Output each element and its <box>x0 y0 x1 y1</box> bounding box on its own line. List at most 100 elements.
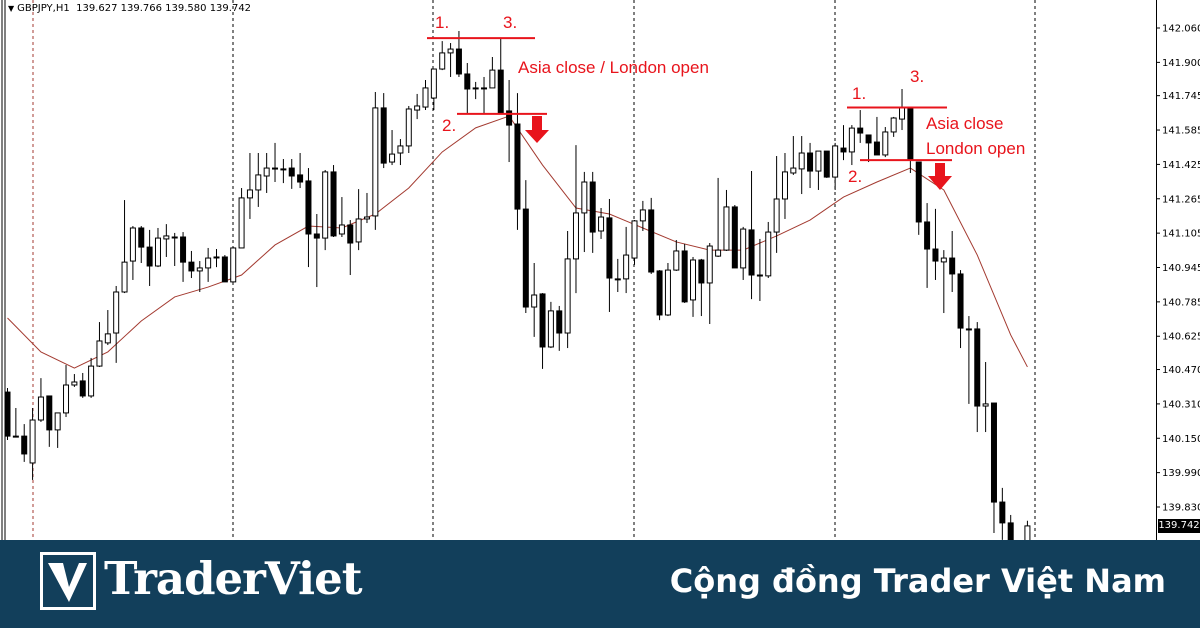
candle <box>815 150 822 190</box>
candle-body-bullish <box>205 257 212 269</box>
candle <box>957 270 964 349</box>
candle <box>54 412 61 448</box>
y-tick-label: 139.830 <box>1162 503 1200 514</box>
candle <box>71 374 78 387</box>
candle-body-bearish <box>514 123 521 210</box>
candle-body-bearish <box>556 310 563 334</box>
candle-body-bullish <box>547 310 554 348</box>
candle <box>322 169 329 251</box>
y-tick-label: 139.990 <box>1162 468 1200 479</box>
candle-body-bearish <box>305 180 312 235</box>
brand-banner: TraderViet Cộng đồng Trader Việt Nam <box>0 540 1200 628</box>
candle-body-bullish <box>88 365 95 397</box>
candle-body-bullish <box>982 403 989 407</box>
candle <box>297 153 304 189</box>
candle-body-bearish <box>865 134 872 144</box>
candle <box>723 189 730 251</box>
y-tick-label: 141.900 <box>1162 58 1200 69</box>
y-tick-label: 142.060 <box>1162 24 1200 35</box>
candle-body-bullish <box>196 267 203 272</box>
candle-body-bearish <box>180 236 187 263</box>
annotation-right-1: 1. <box>852 84 867 103</box>
candle-body-bullish <box>664 269 671 316</box>
y-tick-label: 141.425 <box>1162 160 1200 171</box>
candle <box>522 180 529 314</box>
candle-body-bullish <box>389 153 396 163</box>
candle-body-bullish <box>798 152 805 170</box>
candle <box>698 258 705 317</box>
down-arrow-icon <box>928 163 952 190</box>
candle <box>372 92 379 230</box>
candle <box>447 43 454 77</box>
candle <box>915 161 922 235</box>
candle <box>673 240 680 271</box>
price-chart[interactable]: 142.060 141.900 141.745 141.585 141.425 141.2… <box>0 0 1200 561</box>
candle <box>472 81 479 100</box>
down-arrow-icon <box>525 116 549 143</box>
candle <box>974 322 981 433</box>
candle <box>138 226 145 263</box>
candle <box>932 208 939 280</box>
annotation-right-3: 3. <box>910 67 925 86</box>
candle-body-bullish <box>740 228 747 269</box>
candle-body-bearish <box>138 227 145 248</box>
candle <box>37 378 44 422</box>
candle <box>873 116 880 156</box>
candle <box>464 63 471 114</box>
candle <box>556 305 563 351</box>
candle-body-bullish <box>29 419 36 464</box>
candle <box>740 226 747 280</box>
candle <box>572 145 579 294</box>
candle <box>205 247 212 282</box>
candle-body-bearish <box>957 273 964 329</box>
candle-body-bearish <box>455 48 462 75</box>
y-tick-label: 141.105 <box>1162 229 1200 240</box>
candle-body-bearish <box>46 395 53 431</box>
candle <box>397 139 404 166</box>
candle-body-bullish <box>230 247 237 283</box>
y-tick-label: 141.745 <box>1162 91 1200 102</box>
candle <box>606 198 613 312</box>
candle-body-bearish <box>79 380 86 397</box>
y-tick-label: 140.310 <box>1162 399 1200 410</box>
candle-body-bullish <box>690 259 697 301</box>
candle <box>715 177 722 257</box>
candle <box>614 258 621 292</box>
candle-body-bullish <box>280 168 287 171</box>
candle <box>188 250 195 279</box>
candle <box>88 357 95 398</box>
candle-body-bullish <box>489 69 496 89</box>
last-price-label: 139.742 <box>1158 519 1200 533</box>
candle <box>631 220 638 265</box>
candle-body-bullish <box>832 145 839 178</box>
candle-body-bearish <box>807 152 814 172</box>
annotation-left-2: 2. <box>442 116 457 135</box>
candle-body-bullish <box>790 167 797 174</box>
candle-body-bullish <box>765 231 772 277</box>
dropdown-triangle-icon[interactable]: ▼ <box>8 4 15 13</box>
candle-body-bullish <box>104 333 111 344</box>
candle-body-bullish <box>564 258 571 334</box>
candle <box>113 285 120 363</box>
candle <box>213 249 220 268</box>
candle-body-bullish <box>472 87 479 90</box>
candle-body-bullish <box>263 167 270 177</box>
candle-body-bearish <box>522 208 529 308</box>
candle <box>748 171 755 300</box>
candle-body-bearish <box>1007 522 1014 541</box>
candle-body-bearish <box>606 217 613 279</box>
candle <box>305 168 312 268</box>
candle-body-bullish <box>414 105 421 111</box>
candle-body-bearish <box>221 256 228 283</box>
candle-body-bullish <box>481 87 488 90</box>
candle <box>823 150 830 178</box>
candle-body-bearish <box>681 250 688 303</box>
candle-body-bearish <box>188 261 195 272</box>
candle-body-bullish <box>238 197 245 249</box>
candle <box>221 255 228 283</box>
y-tick-label: 140.945 <box>1162 263 1200 274</box>
candle-body-bullish <box>405 108 412 147</box>
moving-average-line <box>7 115 1028 369</box>
candle-body-bullish <box>121 261 128 293</box>
candle <box>648 197 655 274</box>
